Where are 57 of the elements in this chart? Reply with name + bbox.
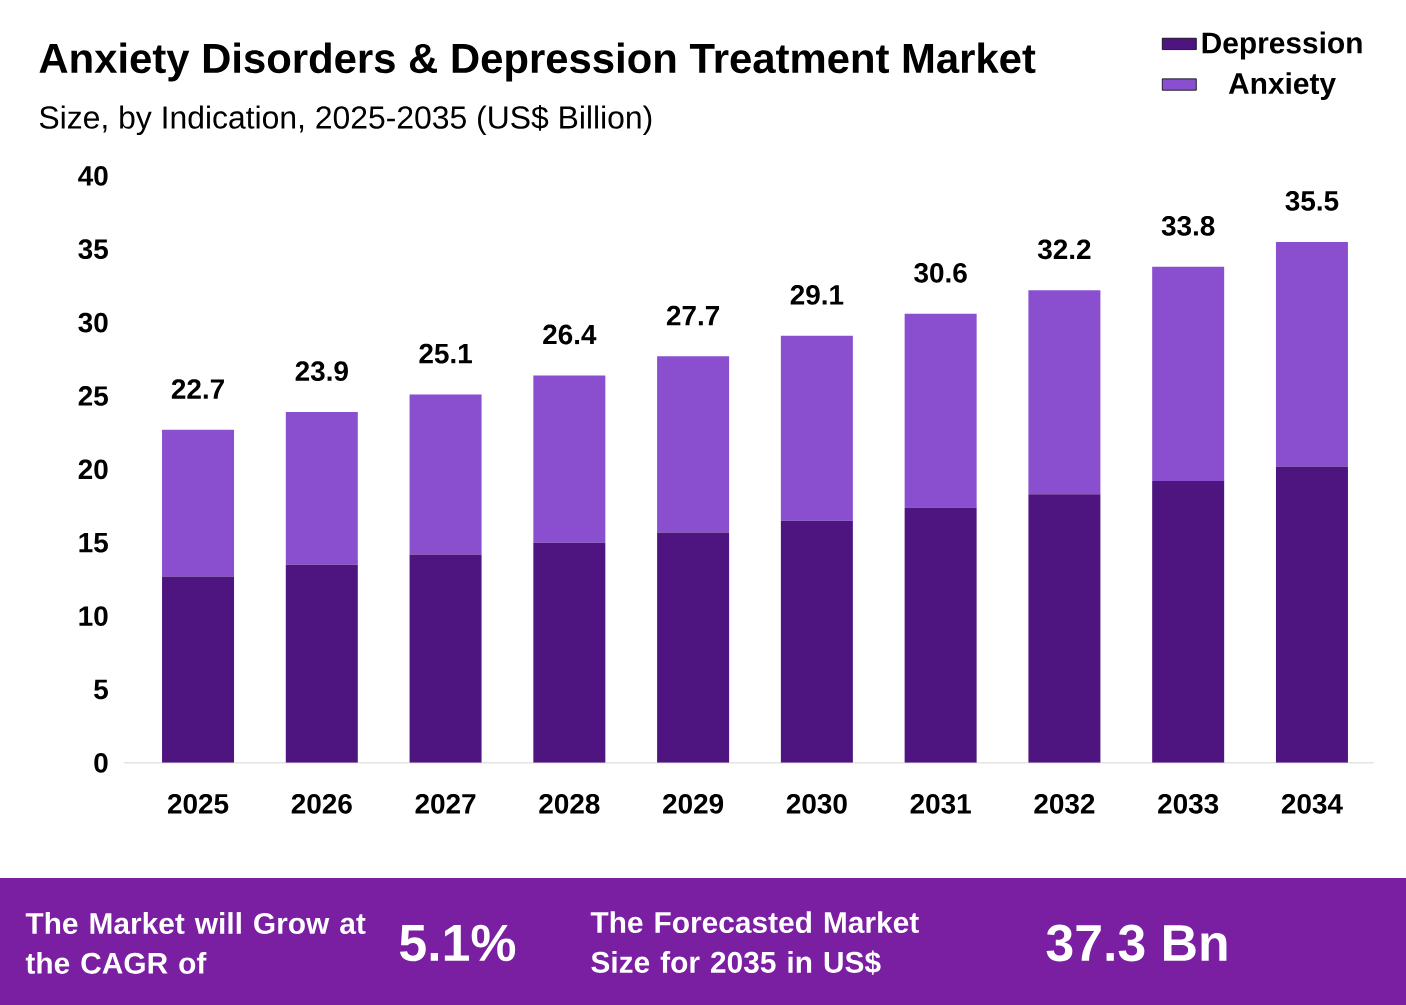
y-tick-label: 0 (94, 752, 108, 773)
chart-title: Anxiety Disorders & Depression Treatment Market (39, 42, 1036, 82)
total-label: 30.6 (914, 262, 967, 283)
bar (1028, 290, 1101, 495)
bar (780, 335, 853, 521)
y-tick-label: 40 (78, 165, 108, 186)
total-label: 33.8 (1161, 215, 1215, 236)
x-tick-label: 2028 (539, 793, 600, 814)
text: The Market will Grow at the CAGR of (25, 912, 366, 974)
x-tick-label: 2029 (663, 793, 724, 814)
y-tick-label: 30 (78, 312, 108, 333)
bar (1152, 266, 1225, 482)
bar (657, 356, 730, 533)
bar (533, 542, 606, 763)
text: 5.1% (400, 924, 516, 962)
bar (904, 507, 977, 763)
bar (409, 554, 482, 763)
text: 37.3 Bn (1046, 924, 1227, 962)
text: The Forecasted Market Size for 2035 in US$ (590, 911, 919, 975)
bar (657, 532, 730, 763)
total-label: 23.9 (295, 361, 348, 382)
total-label: 29.1 (790, 284, 844, 305)
bar (780, 520, 853, 763)
y-tick-label: 15 (79, 533, 108, 553)
x-tick-label: 2025 (167, 793, 229, 814)
bar (1152, 481, 1225, 763)
x-tick-label: 2030 (786, 793, 847, 814)
y-tick-label: 35 (78, 239, 108, 260)
y-tick-label: 25 (78, 386, 108, 406)
legend-label: Depression (1202, 31, 1362, 60)
bar (285, 564, 358, 763)
x-tick-label: 2034 (1281, 793, 1343, 814)
y-tick-label: 10 (79, 606, 108, 626)
total-label: 35.5 (1285, 191, 1339, 211)
bar (904, 313, 977, 508)
total-label: 25.1 (419, 343, 472, 364)
chart-subtitle: Size, by Indication, 2025-2035 (US$ Billion) (39, 104, 652, 136)
total-label: 27.7 (666, 305, 720, 326)
bar (533, 375, 606, 543)
bar (409, 394, 482, 555)
x-tick-label: 2032 (1034, 793, 1095, 814)
total-label: 32.2 (1037, 239, 1091, 260)
x-tick-label: 2027 (415, 793, 476, 814)
total-label: 26.4 (543, 324, 597, 345)
y-tick-label: 5 (94, 679, 108, 700)
bar (1275, 466, 1348, 763)
legend-label: Anxiety (1228, 72, 1336, 101)
bar (1028, 494, 1101, 763)
total-label: 22.7 (171, 379, 224, 399)
x-tick-label: 2026 (291, 793, 352, 814)
x-tick-label: 2033 (1158, 793, 1219, 814)
bar (1275, 241, 1348, 467)
y-tick-label: 20 (78, 459, 108, 480)
x-tick-label: 2031 (910, 793, 971, 814)
bar (162, 429, 235, 577)
bar (285, 412, 358, 565)
bar (162, 576, 235, 763)
